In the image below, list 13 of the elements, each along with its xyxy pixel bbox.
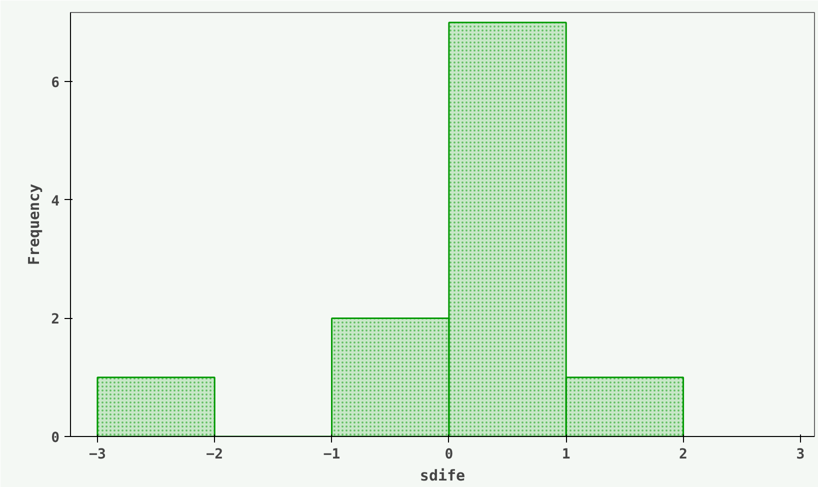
y-tick-label: 0	[51, 430, 60, 446]
x-tick-label: 1	[562, 446, 570, 462]
x-tick-label: −1	[323, 446, 340, 462]
y-tick-label: 4	[51, 193, 60, 210]
x-axis-title: sdife	[420, 466, 466, 484]
y-tick-label: 6	[51, 75, 60, 92]
x-tick-label: −2	[206, 446, 224, 462]
y-axis-title: Frequency	[25, 184, 44, 266]
x-tick-label: 0	[444, 446, 454, 462]
y-tick-label: 2	[51, 312, 60, 328]
x-tick-label: 2	[679, 446, 688, 462]
x-tick-label: −3	[89, 446, 106, 462]
x-tick-label: 3	[796, 446, 805, 462]
